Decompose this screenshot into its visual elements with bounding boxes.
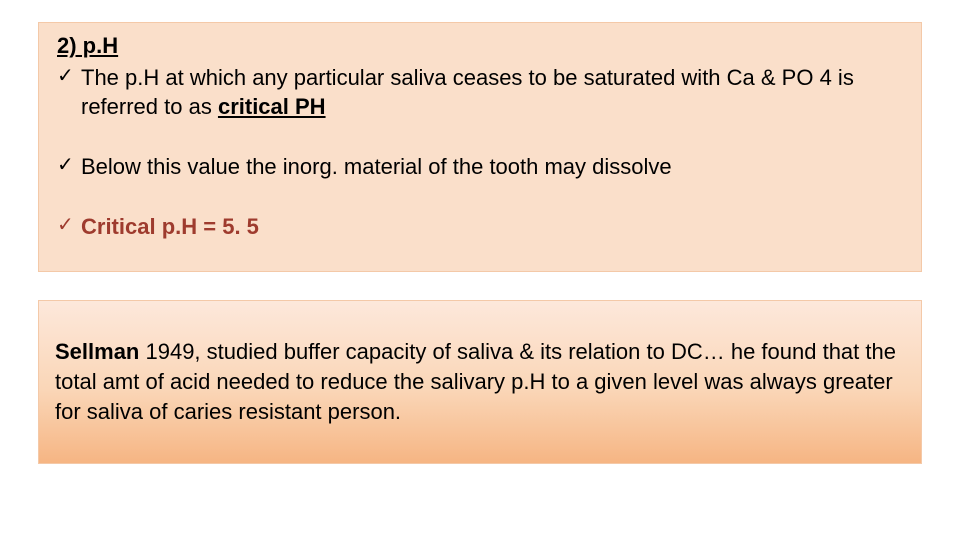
sellman-info-box: Sellman 1949, studied buffer capacity of…: [38, 300, 922, 463]
checkmark-icon: ✓: [57, 152, 81, 179]
bullet-emph: Critical p.H = 5. 5: [81, 214, 259, 239]
lead-body: 1949, studied buffer capacity of saliva …: [55, 339, 896, 423]
spacer: [57, 122, 903, 152]
lead-author: Sellman: [55, 339, 139, 364]
ph-heading: 2) p.H: [57, 31, 903, 61]
bullet-text: Below this value the inorg. material of …: [81, 152, 903, 182]
checkmark-icon: ✓: [57, 63, 81, 90]
spacer: [57, 182, 903, 212]
checkmark-icon: ✓: [57, 212, 81, 239]
bullet-item: ✓ Below this value the inorg. material o…: [57, 152, 903, 182]
bullet-item: ✓ The p.H at which any particular saliva…: [57, 63, 903, 122]
bullet-text: The p.H at which any particular saliva c…: [81, 63, 903, 122]
bullet-text: Critical p.H = 5. 5: [81, 212, 903, 242]
bullet-emph: critical PH: [218, 94, 326, 119]
bullet-item: ✓ Critical p.H = 5. 5: [57, 212, 903, 242]
ph-info-box: 2) p.H ✓ The p.H at which any particular…: [38, 22, 922, 272]
bullet-pre: Below this value the inorg. material of …: [81, 154, 672, 179]
bullet-pre: The p.H at which any particular saliva c…: [81, 65, 854, 120]
